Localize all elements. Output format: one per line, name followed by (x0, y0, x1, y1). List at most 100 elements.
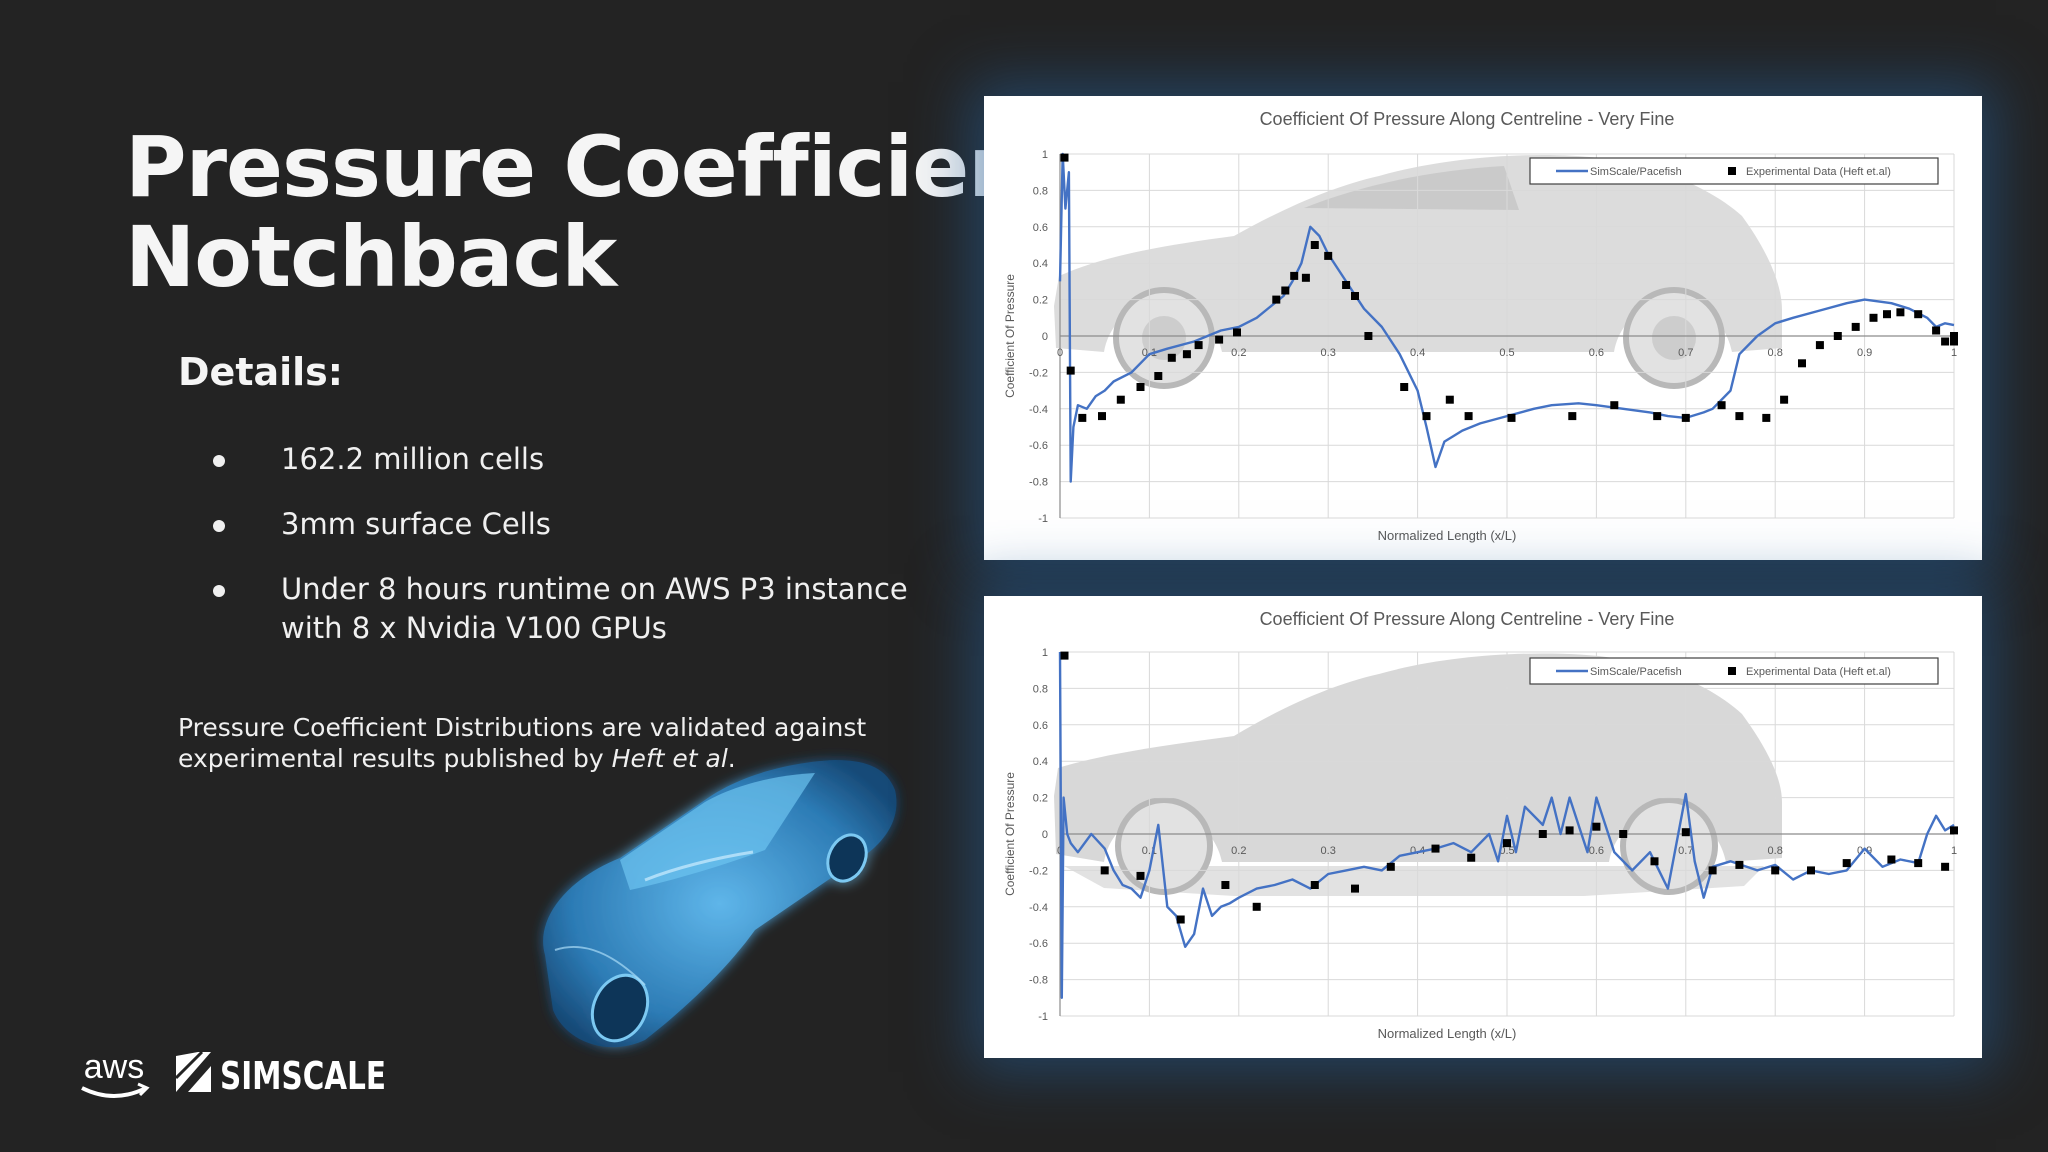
experimental-data-point (1351, 884, 1359, 893)
experimental-data-point (1310, 881, 1319, 889)
experimental-data-point (1914, 859, 1923, 868)
cp-chart-bottom-layer: 10.80.60.40.20-0.2-0.4-0.6-0.8-10 0.1 0.2 0… (1003, 609, 1958, 1041)
y-tick-label: 0 (1042, 331, 1048, 343)
y-tick-label: 0 (1042, 829, 1048, 841)
experimental-data-point (1194, 341, 1203, 350)
y-tick-label: -0.2 (1029, 367, 1048, 379)
car-3d-render-icon (543, 760, 897, 1048)
experimental-data-point (1182, 350, 1191, 359)
experimental-data-point (1932, 326, 1941, 335)
experimental-data-point (1771, 866, 1780, 875)
x-tick-label: 0.8 (1768, 347, 1783, 359)
experimental-data-point (1467, 853, 1476, 862)
experimental-data-point (1887, 855, 1896, 864)
experimental-data-point (1735, 412, 1744, 421)
x-axis-label: Normalized Length (x/L) (1378, 528, 1517, 543)
experimental-data-point (1807, 866, 1815, 875)
experimental-data-point (1464, 412, 1473, 421)
legend-marker-swatch (1728, 667, 1736, 675)
experimental-data-point (1066, 366, 1075, 375)
details-item-text: 3mm surface Cells (281, 507, 551, 541)
validation-note-citation: Heft et al (611, 744, 728, 773)
y-tick-label: 0.2 (1033, 793, 1048, 805)
legend-label: Experimental Data (Heft et.al) (1746, 166, 1891, 178)
experimental-data-point (1342, 281, 1351, 289)
experimental-data-point (1950, 332, 1958, 340)
details-item: Under 8 hours runtime on AWS P3 instance… (205, 570, 975, 648)
experimental-data-point (1650, 857, 1659, 866)
experimental-data-point (1950, 826, 1958, 835)
x-tick-label: 0.5 (1499, 347, 1514, 359)
experimental-data-point (1176, 915, 1185, 924)
x-tick-label: 0.3 (1321, 347, 1336, 359)
x-tick-label: 0.3 (1321, 845, 1336, 857)
experimental-data-point (1507, 413, 1516, 422)
y-tick-label: -0.4 (1029, 902, 1048, 914)
experimental-data-point (1503, 839, 1511, 848)
experimental-data-point (1215, 335, 1224, 344)
experimental-data-point (1842, 859, 1851, 868)
x-tick-label: 0.8 (1768, 845, 1783, 857)
aws-logo: aws (81, 1048, 150, 1098)
chart-legend: SimScale/Pacefish Experimental Data (Heft… (1529, 157, 1939, 185)
experimental-data-point (1568, 412, 1577, 421)
y-tick-label: -1 (1038, 513, 1048, 525)
experimental-data-point (1233, 328, 1241, 337)
experimental-data-point (1941, 862, 1950, 871)
experimental-data-point (1780, 395, 1789, 404)
experimental-data-point (1735, 860, 1744, 869)
experimental-data-point (1116, 395, 1125, 404)
x-tick-label: 0.4 (1410, 347, 1425, 359)
experimental-data-point (1950, 337, 1958, 346)
experimental-data-point (1717, 401, 1726, 410)
bullet-icon (213, 585, 225, 597)
series-line-simscale (1058, 152, 1955, 483)
experimental-data-point (1301, 273, 1310, 282)
validation-note-end: . (727, 744, 736, 773)
y-tick-label: -0.6 (1029, 440, 1048, 452)
experimental-data-point (1565, 826, 1574, 835)
y-tick-label: 0.6 (1033, 720, 1048, 732)
y-tick-label: 1 (1042, 149, 1048, 161)
experimental-data-point (1060, 651, 1069, 660)
x-tick-label: 0.2 (1231, 347, 1246, 359)
bullet-icon (213, 455, 225, 467)
chart-legend: SimScale/Pacefish Experimental Data (Heft… (1529, 657, 1939, 685)
experimental-data-point (1154, 372, 1163, 380)
experimental-data-point (1060, 153, 1069, 162)
experimental-data-point (1290, 271, 1299, 280)
details-item-text: Under 8 hours runtime on AWS P3 instance… (281, 572, 908, 645)
experimental-data-point (1078, 413, 1087, 422)
y-tick-label: -0.8 (1029, 477, 1048, 489)
y-tick-label: 0.4 (1033, 756, 1048, 768)
experimental-data-point (1098, 412, 1106, 421)
experimental-data-point (1653, 412, 1662, 421)
experimental-data-point (1896, 308, 1905, 317)
x-tick-label: 0.6 (1589, 845, 1604, 857)
bullet-icon (213, 520, 225, 532)
experimental-data-point (1798, 359, 1806, 368)
experimental-data-point (1538, 830, 1547, 838)
experimental-data-point (1400, 383, 1409, 391)
x-tick-label: 0.6 (1589, 347, 1604, 359)
experimental-data-point (1941, 337, 1950, 346)
experimental-data-point (1869, 313, 1878, 322)
details-item: 162.2 million cells (205, 440, 975, 479)
experimental-data-point (1136, 383, 1145, 391)
y-axis-label: Coefficient Of Pressure (1003, 772, 1017, 896)
x-tick-label: 1 (1951, 347, 1957, 359)
simscale-logo-text: SIMSCALE (220, 1054, 386, 1098)
details-item: 3mm surface Cells (205, 505, 975, 544)
experimental-data-point (1281, 286, 1290, 295)
x-tick-label: 1 (1951, 845, 1957, 857)
y-tick-label: -1 (1038, 1011, 1048, 1023)
x-tick-label: 0.7 (1678, 347, 1693, 359)
y-tick-label: 0.6 (1033, 222, 1048, 234)
experimental-data-point (1681, 828, 1690, 837)
experimental-data-point (1431, 844, 1440, 853)
x-tick-label: 0.2 (1231, 845, 1246, 857)
experimental-data-point (1100, 866, 1109, 875)
simscale-logo: SIMSCALE (176, 1050, 386, 1098)
cp-chart-top-svg: 10.80.60.40.20-0.2-0.4-0.6-0.8-10 0.1 0.2 0… (984, 96, 1982, 560)
details-list: 162.2 million cells 3mm surface Cells Un… (205, 440, 975, 674)
